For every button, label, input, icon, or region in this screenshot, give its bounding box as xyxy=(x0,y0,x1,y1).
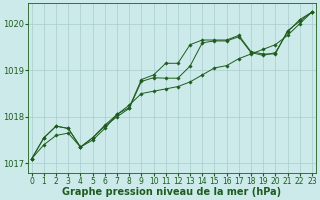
X-axis label: Graphe pression niveau de la mer (hPa): Graphe pression niveau de la mer (hPa) xyxy=(62,187,281,197)
